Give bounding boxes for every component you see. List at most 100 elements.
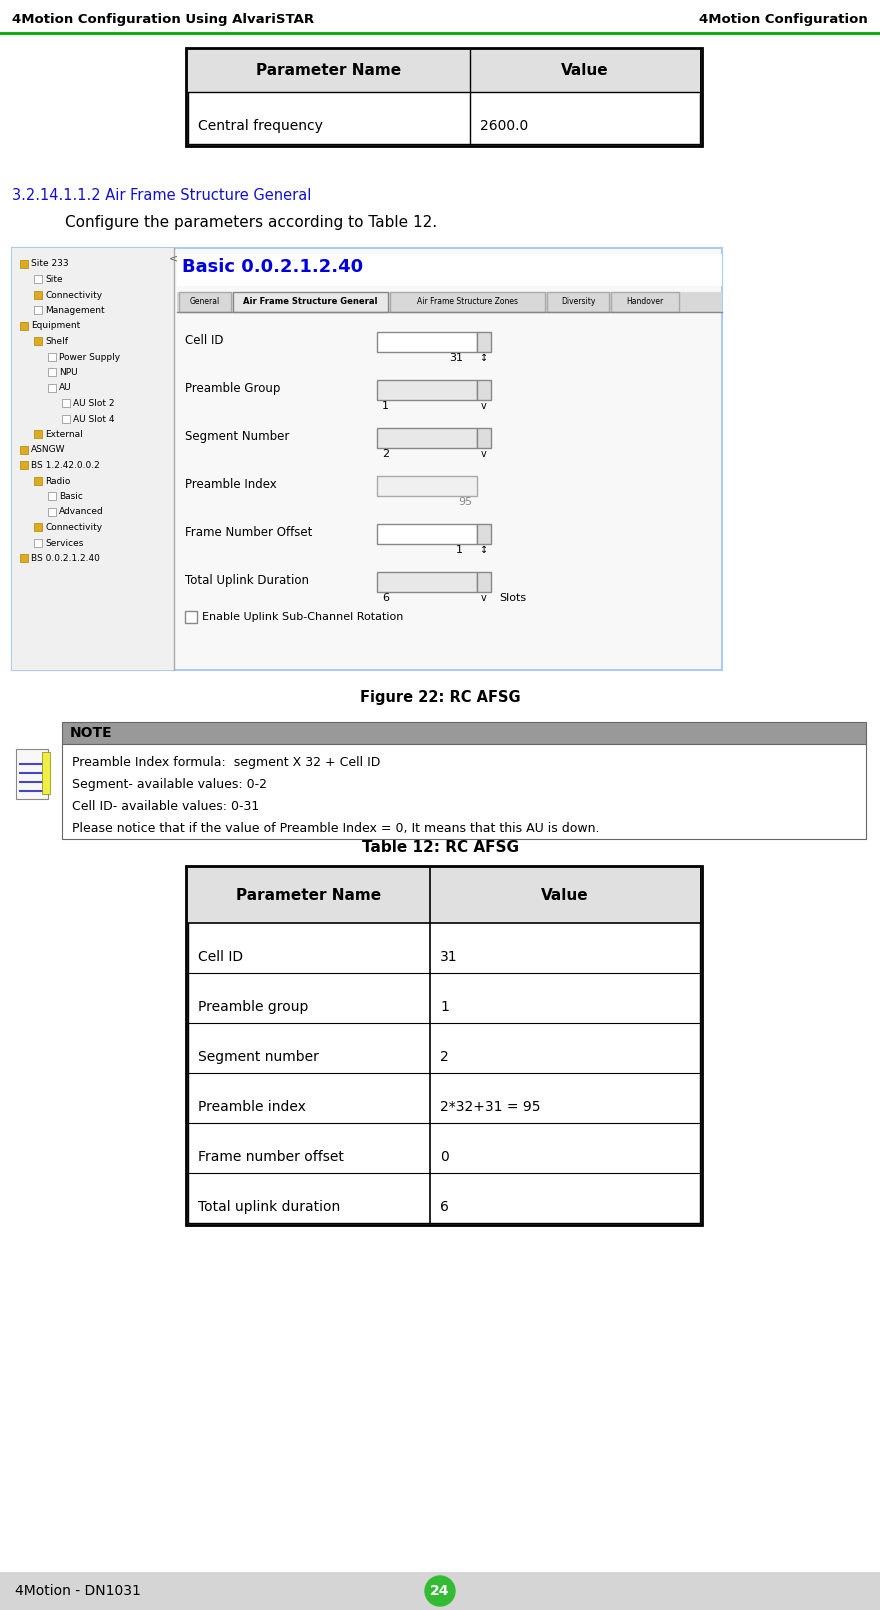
Text: ↕: ↕ [480, 544, 488, 554]
Bar [377, 332, 477, 353]
Text: 2: 2 [440, 1050, 449, 1064]
Bar [12, 248, 722, 670]
Text: NOTE: NOTE [70, 726, 113, 741]
Bar [20, 462, 28, 470]
Text: Segment- available values: 0-2: Segment- available values: 0-2 [72, 778, 267, 791]
Text: Services: Services [45, 538, 84, 547]
Text: 4Motion Configuration: 4Motion Configuration [700, 13, 868, 26]
Bar [20, 446, 28, 454]
Text: Shelf: Shelf [45, 336, 68, 346]
Text: Central frequency: Central frequency [198, 119, 323, 132]
Text: 31: 31 [440, 950, 458, 964]
Text: BS 1.2.42.0.0.2: BS 1.2.42.0.0.2 [31, 460, 99, 470]
Bar [20, 554, 28, 562]
Text: v: v [481, 401, 487, 411]
Text: Configure the parameters according to Table 12.: Configure the parameters according to Ta… [65, 216, 437, 230]
Text: Power Supply: Power Supply [59, 353, 121, 362]
Text: Cell ID: Cell ID [185, 333, 224, 346]
Bar [34, 430, 42, 438]
Bar [34, 338, 42, 346]
Text: Parameter Name: Parameter Name [237, 889, 382, 903]
Bar [34, 306, 42, 314]
Bar [390, 291, 545, 312]
Bar [477, 525, 491, 544]
Bar [48, 509, 56, 515]
Bar [62, 744, 866, 839]
Text: Parameter Name: Parameter Name [256, 63, 401, 79]
Text: 4Motion - DN1031: 4Motion - DN1031 [15, 1584, 141, 1599]
Bar [188, 50, 700, 92]
Bar [20, 322, 28, 330]
Text: Preamble Group: Preamble Group [185, 382, 281, 394]
Bar [188, 868, 700, 1224]
Text: Table 12: RC AFSG: Table 12: RC AFSG [362, 840, 518, 855]
Text: Preamble Index formula:  segment X 32 + Cell ID: Preamble Index formula: segment X 32 + C… [72, 757, 380, 770]
Text: Connectivity: Connectivity [45, 523, 102, 531]
Text: 2*32+31 = 95: 2*32+31 = 95 [440, 1100, 540, 1114]
Text: Site: Site [45, 275, 62, 283]
Text: Enable Uplink Sub-Channel Rotation: Enable Uplink Sub-Channel Rotation [202, 612, 403, 621]
Text: Preamble Index: Preamble Index [185, 478, 276, 491]
Text: 6: 6 [440, 1199, 449, 1214]
Text: Slots: Slots [499, 592, 526, 602]
Text: Frame number offset: Frame number offset [198, 1150, 344, 1164]
Bar [377, 380, 477, 401]
Bar [179, 291, 231, 312]
Text: 6: 6 [382, 592, 389, 602]
Bar [547, 291, 609, 312]
Circle shape [425, 1576, 455, 1607]
Text: Site 233: Site 233 [31, 259, 69, 269]
Text: BS 0.0.2.1.2.40: BS 0.0.2.1.2.40 [31, 554, 99, 563]
Bar [34, 523, 42, 531]
Text: Total Uplink Duration: Total Uplink Duration [185, 573, 309, 588]
Text: Segment Number: Segment Number [185, 430, 290, 443]
Text: Value: Value [561, 63, 609, 79]
Bar [177, 254, 722, 287]
Text: 31: 31 [449, 353, 463, 362]
Text: 4Motion Configuration Using AlvariSTAR: 4Motion Configuration Using AlvariSTAR [12, 13, 314, 26]
Bar [16, 749, 48, 799]
Text: Frame Number Offset: Frame Number Offset [185, 526, 312, 539]
Bar [477, 380, 491, 401]
Text: Total uplink duration: Total uplink duration [198, 1199, 341, 1214]
Text: Preamble index: Preamble index [198, 1100, 306, 1114]
Text: Segment number: Segment number [198, 1050, 319, 1064]
Text: ↕: ↕ [480, 353, 488, 362]
Bar [186, 48, 702, 147]
Text: 1: 1 [456, 544, 463, 554]
Text: Management: Management [45, 306, 105, 316]
Text: General: General [190, 298, 220, 306]
Bar [477, 332, 491, 353]
Bar [34, 477, 42, 485]
Bar [48, 493, 56, 501]
Text: Air Frame Structure General: Air Frame Structure General [243, 298, 378, 306]
Text: Connectivity: Connectivity [45, 290, 102, 299]
Text: v: v [481, 592, 487, 602]
Text: Cell ID- available values: 0-31: Cell ID- available values: 0-31 [72, 800, 260, 813]
Bar [186, 866, 702, 1225]
Bar [377, 428, 477, 449]
Bar [34, 539, 42, 547]
Text: AU Slot 2: AU Slot 2 [73, 399, 114, 407]
Bar [233, 291, 388, 312]
Text: Basic: Basic [59, 493, 83, 501]
Bar [177, 291, 722, 312]
Text: AU: AU [59, 383, 71, 393]
Text: 2600.0: 2600.0 [480, 119, 528, 132]
Bar [0, 1571, 880, 1610]
Bar [188, 868, 700, 923]
Text: Figure 22: RC AFSG: Figure 22: RC AFSG [360, 691, 520, 705]
Bar [34, 291, 42, 299]
Text: External: External [45, 430, 83, 440]
Bar [20, 259, 28, 267]
Text: AU Slot 4: AU Slot 4 [73, 414, 114, 423]
Bar [377, 573, 477, 592]
Text: Please notice that if the value of Preamble Index = 0, It means that this AU is : Please notice that if the value of Pream… [72, 823, 599, 836]
Text: 3.2.14.1.1.2 Air Frame Structure General: 3.2.14.1.1.2 Air Frame Structure General [12, 188, 312, 203]
Text: Cell ID: Cell ID [198, 950, 243, 964]
Bar [48, 369, 56, 377]
Bar [377, 477, 477, 496]
Text: 0: 0 [440, 1150, 449, 1164]
Bar [477, 428, 491, 449]
Text: Advanced: Advanced [59, 507, 104, 517]
